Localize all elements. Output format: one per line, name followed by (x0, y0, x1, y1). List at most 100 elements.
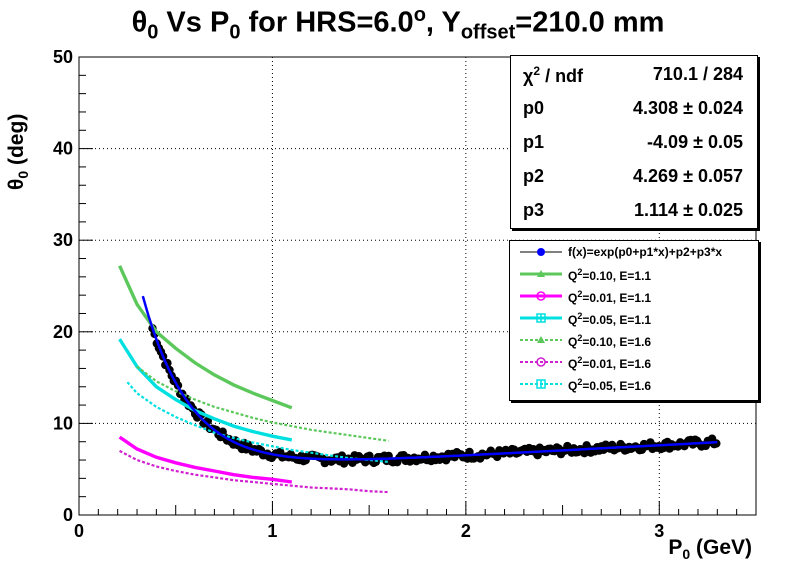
legend: f(x)=exp(p0+p1*x)+p2+p3*x Q2=0.10, E=1.1… (509, 240, 759, 401)
title-part: , Y (425, 6, 461, 39)
legend-label: Q2=0.05, E=1.6 (568, 377, 651, 393)
title-part: Vs P (158, 6, 230, 39)
fit-stats-box: χ2 / ndf 710.1 / 284 p0 4.308 ± 0.024 p1… (510, 55, 758, 229)
param-name: p2 (523, 166, 545, 186)
legend-label-part: =0.10, E=1.1 (582, 269, 652, 283)
legend-label-part: Q (568, 313, 578, 327)
title-part: for HRS=6.0 (240, 6, 414, 39)
legend-label-sup: 2 (577, 377, 583, 387)
legend-label: Q2=0.01, E=1.1 (568, 289, 651, 305)
chart-title: θ0 Vs P0 for HRS=6.0o, Yoffset=210.0 mm (0, 4, 796, 44)
fit-line (141, 295, 718, 461)
legend-marker (537, 336, 545, 343)
legend-label-part: =0.01, E=1.6 (582, 357, 652, 371)
series-line (118, 265, 293, 410)
series-line (118, 435, 293, 484)
param-value: 1.114 ± 0.025 (634, 200, 743, 220)
legend-label-part: Q (568, 357, 578, 371)
stats-row: p3 1.114 ± 0.025 (511, 194, 757, 228)
legend-label-part: =0.05, E=1.6 (582, 379, 652, 393)
legend-swatch (520, 248, 562, 256)
ylabel-part: θ (5, 178, 28, 190)
legend-label: f(x)=exp(p0+p1*x)+p2+p3*x (568, 245, 723, 259)
legend-swatch (520, 313, 562, 323)
stats-row: p0 4.308 ± 0.024 (511, 92, 757, 126)
legend-marker (537, 270, 545, 277)
param-value: 4.308 ± 0.024 (633, 98, 743, 118)
xlabel-part: (GeV) (690, 536, 752, 559)
title-sup: o (413, 4, 426, 26)
series-line (119, 449, 389, 494)
legend-label-part: Q (568, 379, 578, 393)
y-tick-label: 0 (63, 505, 73, 525)
x-tick-label: 2 (461, 521, 471, 541)
series-line (118, 338, 293, 442)
legend-swatch (520, 336, 562, 343)
legend-marker (537, 248, 545, 256)
legend-label-sup: 2 (577, 333, 583, 343)
legend-label-part: =0.05, E=1.1 (582, 313, 652, 327)
legend-item: f(x)=exp(p0+p1*x)+p2+p3*x (510, 241, 758, 263)
legend-item: Q2=0.10, E=1.1 (510, 263, 758, 285)
legend-label-part: Q (568, 335, 578, 349)
legend-label-sup: 2 (577, 355, 583, 365)
param-name: p3 (523, 200, 545, 220)
legend-item: Q2=0.05, E=1.1 (510, 307, 758, 329)
y-tick-label: 10 (53, 413, 73, 433)
legend-swatch (520, 270, 562, 277)
y-tick-label: 20 (53, 322, 73, 342)
fit-curve (141, 295, 718, 461)
legend-swatch (520, 379, 562, 389)
xlabel-sub: 0 (682, 546, 691, 563)
param-name: p0 (523, 98, 545, 118)
stats-row: p1 -4.09 ± 0.05 (511, 126, 757, 160)
legend-label: Q2=0.05, E=1.1 (568, 311, 651, 327)
title-sub: 0 (147, 21, 159, 44)
series-line (126, 381, 389, 463)
chi2-sup: 2 (533, 64, 541, 78)
param-name: p1 (523, 132, 545, 152)
legend-label: Q2=0.10, E=1.1 (568, 267, 651, 283)
x-tick-label: 0 (74, 521, 84, 541)
stats-row: p2 4.269 ± 0.057 (511, 160, 757, 194)
legend-item: Q2=0.05, E=1.6 (510, 373, 758, 395)
legend-marker (536, 291, 546, 301)
legend-item: Q2=0.01, E=1.1 (510, 285, 758, 307)
title-sub: offset (460, 21, 516, 44)
xlabel-part: P (668, 536, 683, 559)
title-sub: 0 (229, 21, 241, 44)
legend-swatch (520, 291, 562, 301)
legend-label-part: Q (568, 269, 578, 283)
x-tick-label: 1 (267, 521, 277, 541)
legend-label-sup: 2 (577, 289, 583, 299)
stats-row-chi2: χ2 / ndf 710.1 / 284 (511, 58, 757, 92)
legend-label-sup: 2 (577, 311, 583, 321)
simulation-curves (118, 265, 389, 494)
x-tick-label: 3 (654, 521, 664, 541)
param-value: -4.09 ± 0.05 (647, 132, 743, 152)
y-tick-label: 30 (53, 230, 73, 250)
title-part: θ (131, 6, 148, 39)
legend-label-sup: 2 (577, 267, 583, 277)
y-tick-label: 50 (53, 47, 73, 67)
legend-label: Q2=0.10, E=1.6 (568, 333, 651, 349)
legend-label-part: Q (568, 291, 578, 305)
chi2-part: / ndf (540, 66, 584, 86)
axis-ticks (78, 56, 757, 516)
param-value: 4.269 ± 0.057 (633, 166, 743, 186)
chi2-value: 710.1 / 284 (652, 64, 743, 84)
legend-marker (536, 357, 546, 367)
y-axis-label: θ0 (deg) (5, 114, 31, 190)
ylabel-part: (deg) (5, 113, 28, 171)
title-part: =210.0 mm (515, 6, 665, 39)
series-line (136, 365, 389, 442)
legend-label-part: =0.01, E=1.1 (582, 291, 652, 305)
legend-label: Q2=0.01, E=1.6 (568, 355, 651, 371)
x-axis-label: P0 (GeV) (668, 536, 752, 562)
legend-item: Q2=0.10, E=1.6 (510, 329, 758, 351)
chi2-label: χ2 / ndf (523, 64, 583, 87)
ylabel-sub: 0 (15, 170, 32, 179)
y-tick-label: 40 (53, 139, 73, 159)
legend-swatch (520, 357, 562, 367)
